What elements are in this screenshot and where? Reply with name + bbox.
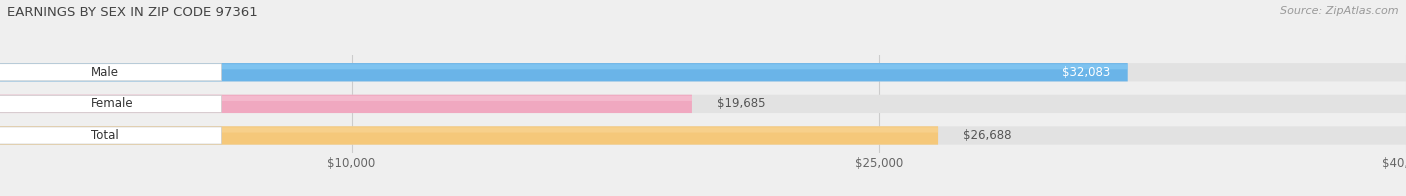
Text: $26,688: $26,688 bbox=[963, 129, 1011, 142]
Text: Male: Male bbox=[91, 66, 120, 79]
FancyBboxPatch shape bbox=[0, 127, 222, 144]
FancyBboxPatch shape bbox=[0, 95, 692, 113]
Text: Female: Female bbox=[91, 97, 134, 110]
FancyBboxPatch shape bbox=[0, 63, 1406, 81]
Text: $19,685: $19,685 bbox=[717, 97, 765, 110]
FancyBboxPatch shape bbox=[0, 126, 938, 145]
FancyBboxPatch shape bbox=[0, 96, 692, 101]
Text: EARNINGS BY SEX IN ZIP CODE 97361: EARNINGS BY SEX IN ZIP CODE 97361 bbox=[7, 6, 257, 19]
FancyBboxPatch shape bbox=[0, 64, 222, 81]
Text: Source: ZipAtlas.com: Source: ZipAtlas.com bbox=[1281, 6, 1399, 16]
FancyBboxPatch shape bbox=[0, 95, 222, 113]
FancyBboxPatch shape bbox=[0, 63, 1128, 81]
FancyBboxPatch shape bbox=[0, 95, 1406, 113]
Text: Total: Total bbox=[91, 129, 118, 142]
Text: $32,083: $32,083 bbox=[1062, 66, 1111, 79]
FancyBboxPatch shape bbox=[0, 127, 938, 132]
FancyBboxPatch shape bbox=[0, 64, 1128, 69]
FancyBboxPatch shape bbox=[0, 126, 1406, 145]
